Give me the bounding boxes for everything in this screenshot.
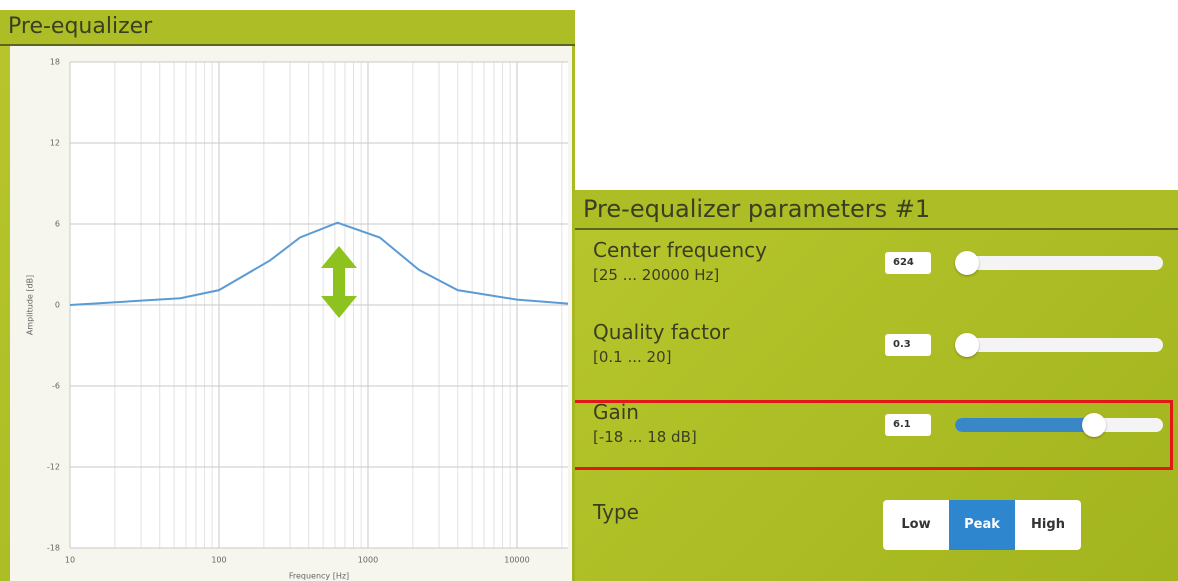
y-tick-label: 6 [55,220,60,229]
type-button[interactable]: Low [883,500,949,550]
slider-track[interactable] [955,333,1163,357]
x-axis-label: Frequency [Hz] [289,572,349,581]
y-tick-label: -12 [47,463,60,472]
type-button[interactable]: Peak [949,500,1015,550]
y-tick-label: -6 [52,382,60,391]
y-axis-label: Amplitude [dB] [26,275,35,335]
control-row: Gain [-18 ... 18 dB] 6.1 [575,400,1178,470]
panel-title: Pre-equalizer [0,10,575,46]
slider-thumb[interactable] [955,333,979,357]
value-box: 624 [885,252,931,274]
x-tick-label: 1000 [358,556,378,565]
params-panel: Pre-equalizer parameters #1 Type Low Peak… [575,190,1178,581]
slider-thumb[interactable] [955,251,979,275]
range-label: [-18 ... 18 dB] [593,428,697,446]
chart: Amplitude [dB] Frequency [Hz] 10 100 1000 1… [10,46,572,581]
control-label: Center frequency [593,238,767,262]
y-tick-label: 18 [50,58,60,67]
type-label: Type [593,500,639,524]
control-row: Center frequency [25 ... 20000 Hz] 624 [575,238,1178,308]
slider-fill [955,418,1095,432]
value-box: 6.1 [885,414,931,436]
x-tick-label: 100 [211,556,226,565]
type-group: Low Peak High [883,500,1081,550]
slider-track[interactable] [955,413,1163,437]
highlight-box [575,400,1173,470]
range-label: [25 ... 20000 Hz] [593,266,720,284]
gain-arrow [321,246,357,318]
slider-thumb[interactable] [1082,413,1107,437]
panel-title: Pre-equalizer parameters #1 [575,190,1178,230]
value-box: 0.3 [885,334,931,356]
slider-track[interactable] [955,251,1163,275]
eq-curve [69,221,569,306]
y-tick-label: 12 [50,139,60,148]
y-tick-label: 0 [55,301,60,310]
type-button[interactable]: High [1015,500,1081,550]
range-label: [0.1 ... 20] [593,348,672,366]
control-label: Gain [593,400,639,424]
control-label: Quality factor [593,320,730,344]
eq-panel: Pre-equalizer Amplitude [dB] Frequency [… [0,10,575,581]
x-tick-label: 10000 [504,556,529,565]
y-tick-label: -18 [47,544,60,553]
x-tick-label: 10 [65,556,75,565]
control-row: Quality factor [0.1 ... 20] 0.3 [575,320,1178,390]
